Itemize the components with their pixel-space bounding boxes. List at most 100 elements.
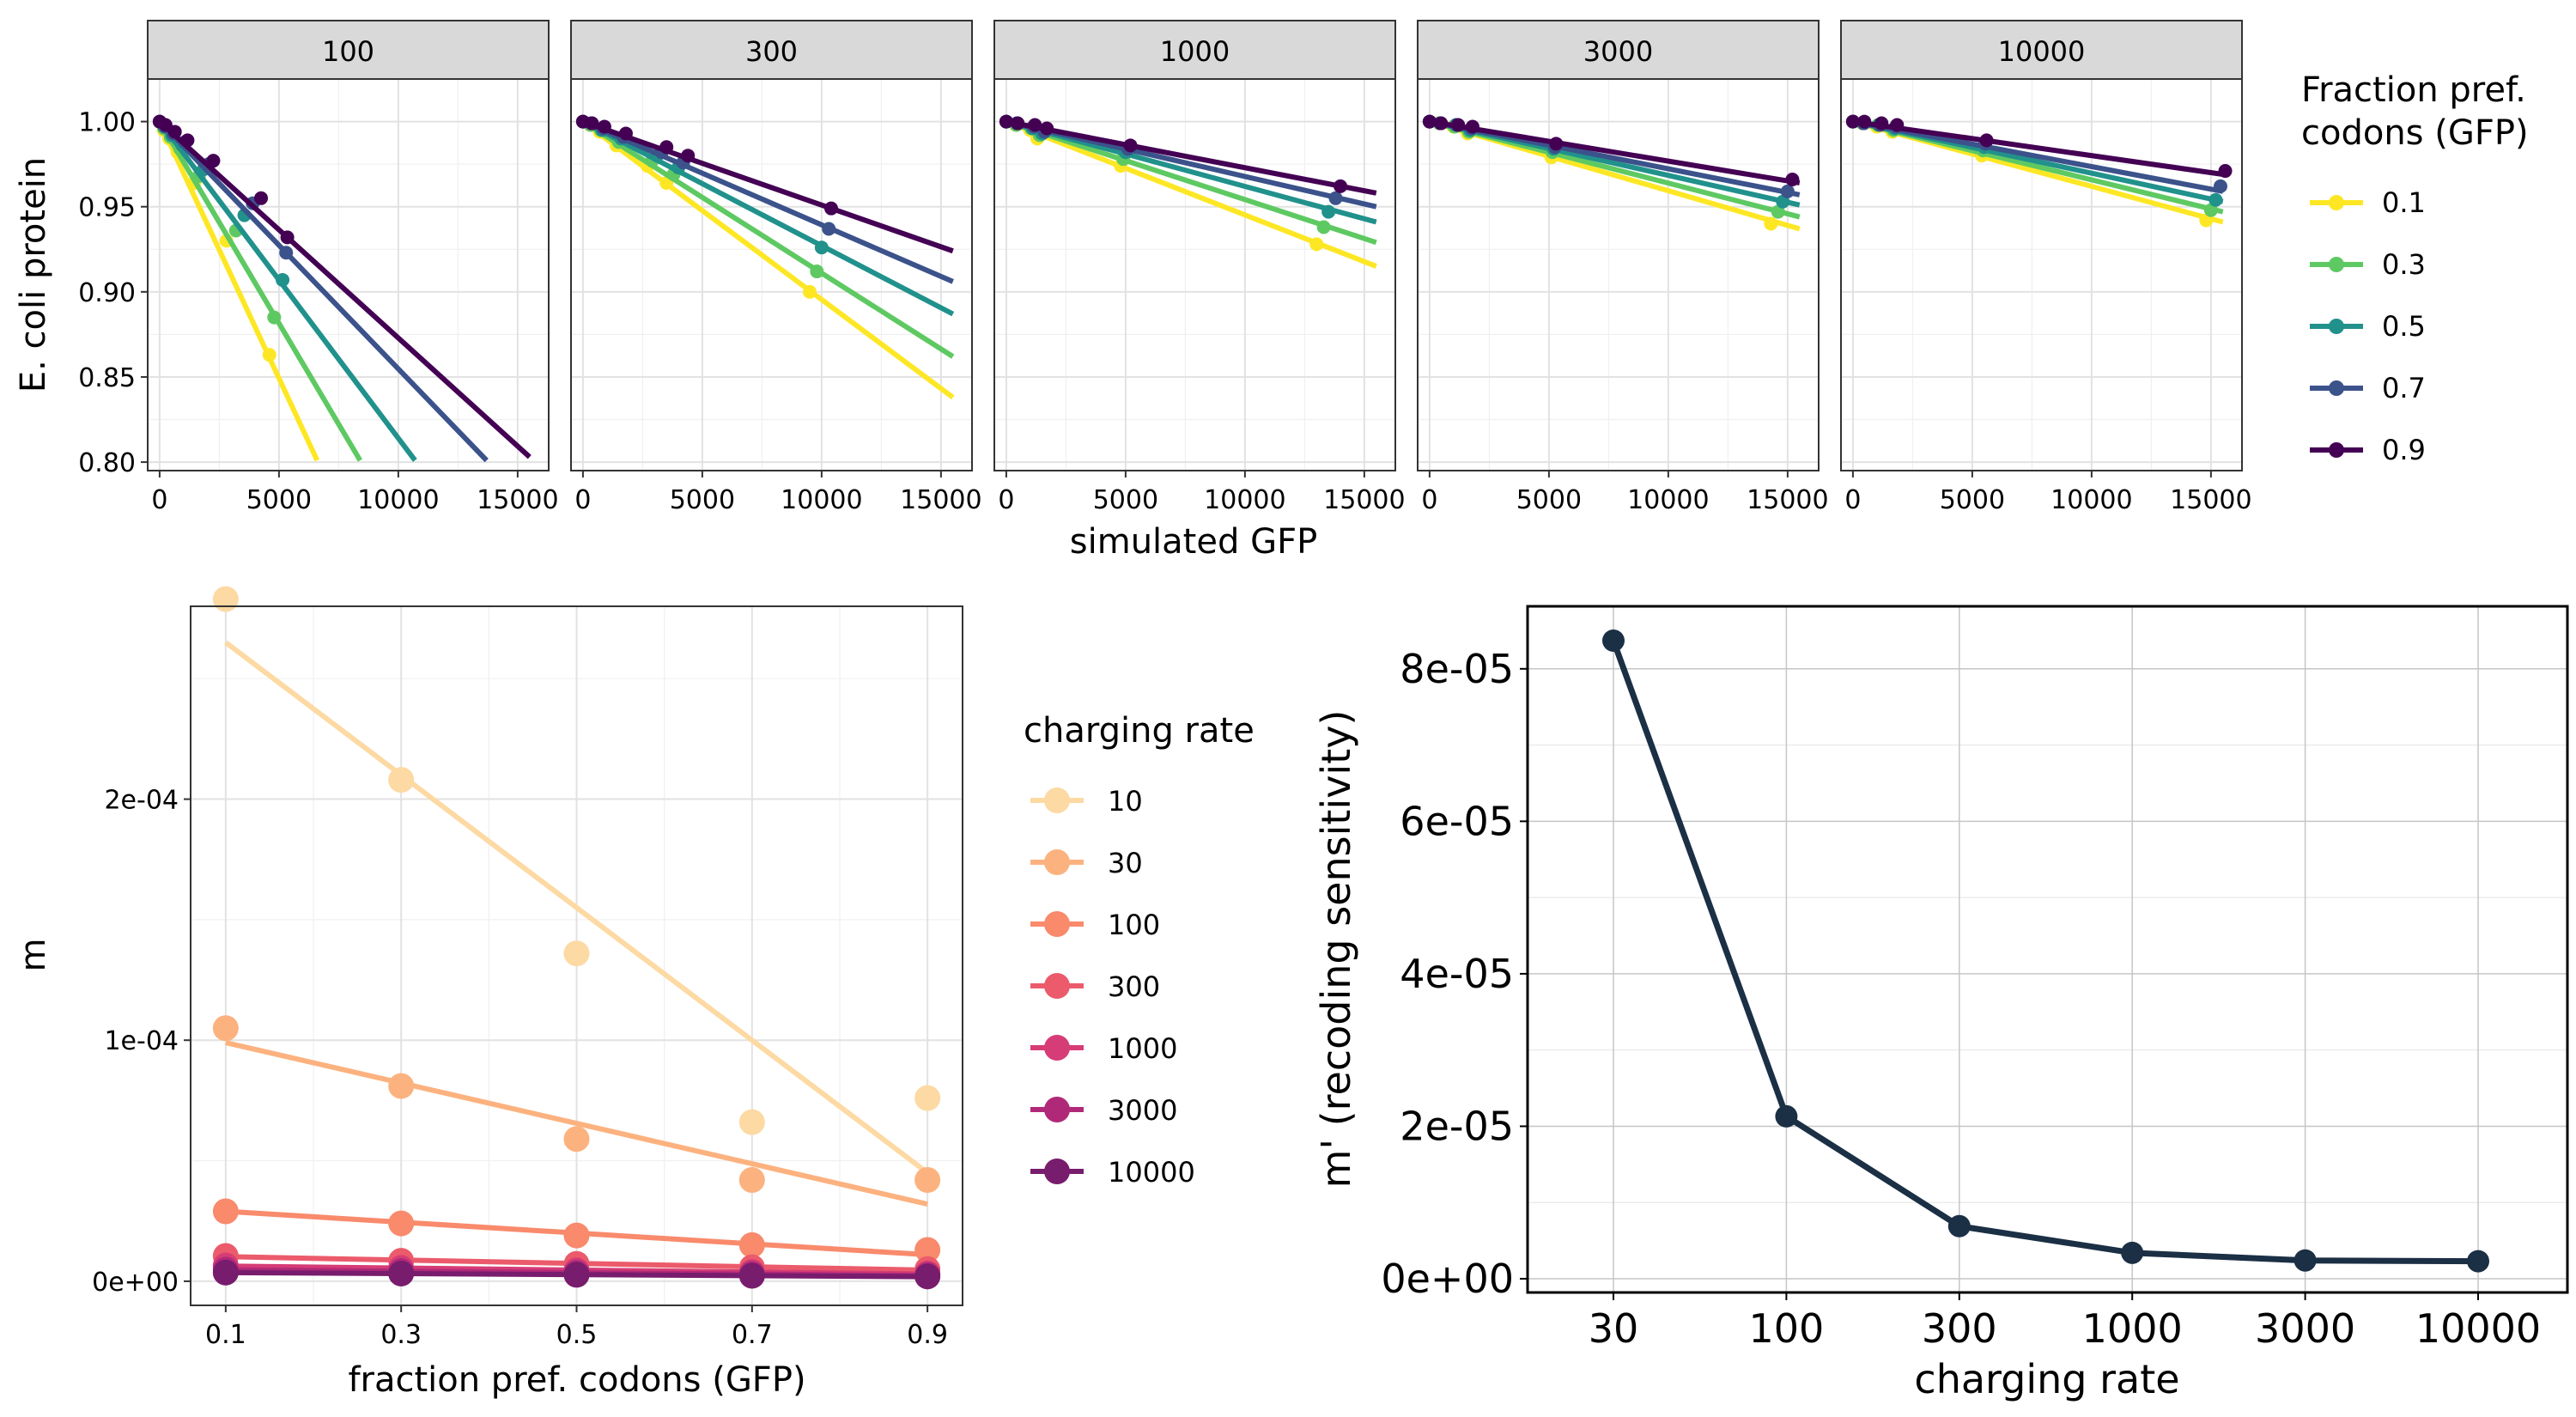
y-tick-label: 2e-04 xyxy=(104,786,179,816)
legend-label: 0.3 xyxy=(2382,248,2426,281)
facet-strip xyxy=(570,20,973,80)
data-point xyxy=(914,1263,941,1290)
data-point xyxy=(212,586,239,612)
fit-line-0.7 xyxy=(581,119,954,284)
data-point xyxy=(1764,216,1778,231)
x-tick-label: 0.5 xyxy=(556,1320,598,1350)
fit-line-0.9 xyxy=(157,119,532,459)
data-point xyxy=(388,1073,415,1099)
data-point xyxy=(1028,118,1042,132)
x-tick-label: 10000 xyxy=(2415,1305,2541,1352)
data-point xyxy=(738,1262,765,1289)
facet-strip-label: 1000 xyxy=(1160,35,1230,68)
data-point xyxy=(738,1167,765,1194)
y-tick-label: 2e-05 xyxy=(1400,1103,1514,1149)
legend-key-point xyxy=(1044,911,1070,937)
y-axis-title: m' (recoding sensitivity) xyxy=(1313,710,1359,1189)
x-tick-label: 10000 xyxy=(1204,485,1285,515)
data-point xyxy=(618,126,633,141)
y-axis-title: m xyxy=(14,939,53,972)
x-axis-title: fraction pref. codons (GFP) xyxy=(348,1360,805,1400)
data-point xyxy=(276,272,290,287)
legend-title-line: Fraction pref. xyxy=(2301,70,2526,110)
y-tick-label: 1.00 xyxy=(78,108,136,138)
data-point xyxy=(585,116,599,131)
legend-title: charging rate xyxy=(1024,711,1255,751)
x-tick-label: 10000 xyxy=(781,485,862,515)
x-tick-label: 10000 xyxy=(1627,485,1709,515)
x-tick-label: 5000 xyxy=(246,485,312,515)
data-point xyxy=(1451,118,1466,132)
data-point xyxy=(659,140,674,155)
x-tick-label: 0 xyxy=(998,485,1014,515)
x-tick-label: 0.3 xyxy=(380,1320,422,1350)
legend-label: 0.1 xyxy=(2382,186,2426,219)
x-tick-label: 0 xyxy=(574,485,591,515)
y-tick-label: 6e-05 xyxy=(1400,798,1514,844)
x-tick-label: 15000 xyxy=(1323,485,1405,515)
charging-rate-legend: charging rate 10 30 100 300 1000 3000 10000 xyxy=(1024,711,1255,1189)
x-tick-label: 15000 xyxy=(2170,485,2251,515)
data-point xyxy=(999,114,1013,129)
panel-border xyxy=(1417,78,1820,471)
legend-key-point xyxy=(2329,257,2344,272)
data-point xyxy=(212,1015,239,1042)
x-tick-label: 30 xyxy=(1589,1305,1639,1352)
fit-line-0.3 xyxy=(581,119,955,359)
legend-label: 0.9 xyxy=(2382,434,2426,466)
fit-line-30 xyxy=(225,1040,928,1207)
legend-key-point xyxy=(1044,1035,1070,1061)
y-tick-label: 0e+00 xyxy=(1381,1256,1514,1302)
facet-strip-label: 100 xyxy=(322,35,374,68)
data-point xyxy=(823,201,838,216)
legend-label: 0.7 xyxy=(2382,372,2426,404)
legend-key-point xyxy=(2329,380,2344,396)
data-point xyxy=(1947,1214,1971,1238)
data-point xyxy=(167,125,182,139)
data-point xyxy=(388,1210,415,1237)
data-point xyxy=(802,284,817,299)
panel-border xyxy=(1840,78,2243,471)
data-point xyxy=(1040,121,1054,136)
data-point xyxy=(1321,204,1336,219)
fit-line-0.5 xyxy=(157,119,417,462)
data-point xyxy=(1874,116,1889,131)
data-point xyxy=(914,1167,941,1194)
x-tick-label: 300 xyxy=(1922,1305,1997,1352)
data-point xyxy=(254,191,269,205)
legend-label: 30 xyxy=(1108,847,1143,879)
legend-label: 10 xyxy=(1108,785,1143,818)
facet-strip-label: 3000 xyxy=(1583,35,1653,68)
facet-panel-300: 300 0 5000 10000 15000 xyxy=(570,20,982,515)
legend-key-point xyxy=(1044,1159,1070,1184)
fit-line-0.9 xyxy=(1852,119,2224,177)
panel-border xyxy=(570,78,973,471)
sensitivity-line xyxy=(1610,639,2479,1265)
x-tick-label: 3000 xyxy=(2255,1305,2355,1352)
data-point xyxy=(1316,220,1331,234)
data-point xyxy=(180,133,195,148)
data-point xyxy=(1434,116,1449,131)
sensitivity-chart: 30 100 300 1000 3000 10000 0e+00 2e-05 4e-05 6e-0… xyxy=(1313,605,2569,1402)
data-point xyxy=(1123,138,1138,153)
fit-line-0.9 xyxy=(581,119,954,254)
legend-key-point xyxy=(1044,973,1070,999)
legend-label: 1000 xyxy=(1108,1032,1177,1065)
facet-strip-label: 10000 xyxy=(1998,35,2086,68)
data-point xyxy=(597,119,611,134)
facet-panel-3000: 3000 0 5000 10000 15000 xyxy=(1417,20,1829,515)
data-point xyxy=(563,1222,590,1249)
legend-key-point xyxy=(1044,1097,1070,1122)
x-tick-label: 10000 xyxy=(2050,485,2132,515)
data-point xyxy=(262,348,276,362)
data-point xyxy=(388,1260,415,1286)
x-tick-label: 0 xyxy=(1421,485,1437,515)
data-point xyxy=(2213,179,2227,193)
scatter-chart: 0.1 0.3 0.5 0.7 0.9 0e+00 1e-04 2e-04 fraction p… xyxy=(14,586,963,1400)
legend-key-point xyxy=(1044,849,1070,875)
x-tick-label: 0.7 xyxy=(732,1320,773,1350)
data-point xyxy=(1785,172,1800,186)
data-point xyxy=(2121,1241,2144,1264)
x-tick-label: 15000 xyxy=(477,485,558,515)
data-point xyxy=(1328,191,1343,205)
